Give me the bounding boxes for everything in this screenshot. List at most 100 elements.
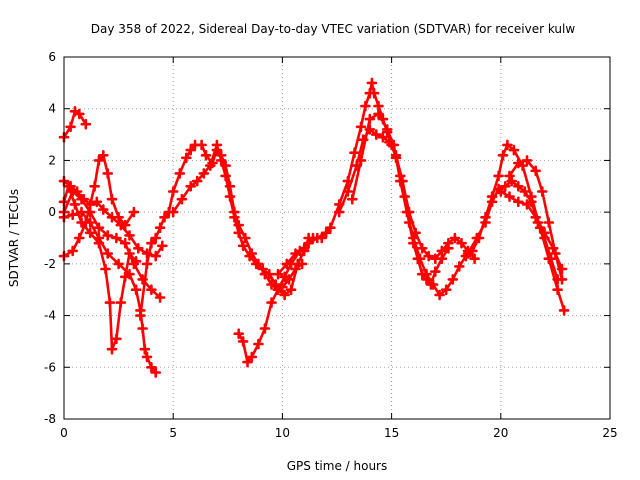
data-point-marker — [259, 323, 271, 334]
data-point-marker — [124, 230, 135, 241]
data-point-marker — [543, 217, 555, 228]
plot-frame — [63, 56, 611, 420]
data-point-marker — [102, 230, 113, 241]
data-point-marker — [401, 206, 413, 218]
data-point-marker — [371, 129, 382, 140]
data-point-marker — [502, 139, 513, 151]
data-point-marker — [113, 212, 124, 223]
data-point-marker — [154, 222, 166, 233]
data-point-marker — [416, 243, 428, 254]
x-tick-label: 0 — [60, 426, 68, 440]
data-point-marker — [67, 209, 78, 220]
data-point-marker — [360, 100, 371, 112]
data-point-marker — [264, 268, 275, 280]
data-point-marker — [98, 204, 109, 215]
data-point-marker — [111, 232, 122, 244]
data-point-marker — [244, 250, 255, 262]
data-point-marker — [499, 181, 511, 192]
data-point-marker — [530, 165, 541, 177]
data-point-marker — [65, 121, 76, 133]
data-point-marker — [167, 186, 179, 197]
data-point-marker — [449, 232, 461, 244]
data-point-marker — [185, 181, 196, 192]
data-point-marker — [539, 227, 550, 239]
data-point-marker — [486, 196, 498, 208]
data-point-marker — [504, 170, 515, 182]
data-point-marker — [84, 217, 96, 228]
data-point-marker — [63, 181, 74, 192]
data-point-marker — [130, 256, 142, 267]
data-point-marker — [146, 284, 157, 295]
data-point-marker — [150, 250, 161, 262]
data-point-marker — [342, 186, 354, 197]
data-point-marker — [106, 343, 118, 355]
data-series-group — [58, 77, 570, 378]
data-point-marker — [355, 155, 367, 166]
data-point-marker — [513, 181, 524, 192]
data-point-marker — [272, 268, 284, 280]
data-point-marker — [150, 232, 161, 244]
data-point-marker — [74, 108, 85, 120]
x-axis-label: GPS time / hours — [287, 459, 388, 473]
data-point-marker — [307, 232, 319, 244]
data-point-marker — [174, 168, 186, 179]
data-point-marker — [556, 274, 568, 285]
data-point-marker — [154, 292, 166, 303]
grid-lines — [64, 57, 610, 419]
data-point-marker — [157, 240, 168, 252]
data-point-marker — [366, 77, 378, 89]
data-point-marker — [456, 237, 467, 249]
data-point-marker — [102, 248, 113, 259]
x-tick-label: 15 — [384, 426, 399, 440]
data-point-marker — [508, 144, 520, 156]
data-point-marker — [333, 206, 345, 218]
data-point-marker — [242, 356, 253, 368]
data-point-marker — [196, 139, 207, 151]
y-tick-label: 4 — [48, 102, 56, 116]
data-point-marker — [381, 124, 393, 135]
data-point-marker — [220, 170, 231, 182]
data-point-marker — [246, 351, 258, 363]
data-point-marker — [237, 240, 249, 252]
data-point-marker — [80, 118, 92, 130]
axis-ticks — [63, 56, 611, 420]
data-point-marker — [285, 284, 297, 295]
data-point-marker — [200, 150, 212, 161]
data-point-marker — [104, 297, 116, 308]
y-tick-label: -6 — [44, 360, 56, 374]
data-point-marker — [250, 258, 262, 270]
data-point-marker — [240, 232, 251, 244]
data-point-marker — [462, 248, 474, 259]
data-point-marker — [325, 222, 336, 233]
data-point-marker — [440, 284, 452, 295]
data-point-marker — [298, 243, 310, 254]
data-point-marker — [281, 258, 293, 270]
data-point-marker — [119, 219, 131, 231]
y-tick-label: 2 — [48, 153, 56, 167]
data-point-marker — [130, 284, 142, 295]
x-tick-label: 20 — [493, 426, 508, 440]
data-point-marker — [504, 191, 515, 202]
data-point-marker — [552, 284, 563, 295]
data-point-marker — [377, 131, 389, 143]
data-point-marker — [93, 222, 105, 233]
data-point-marker — [436, 245, 448, 257]
data-point-marker — [423, 250, 434, 262]
data-point-marker — [266, 297, 277, 308]
data-point-marker — [146, 362, 157, 373]
y-tick-label: 0 — [48, 205, 56, 219]
data-point-marker — [141, 258, 153, 270]
data-point-marker — [176, 193, 188, 205]
data-point-marker — [185, 144, 196, 156]
data-point-marker — [408, 232, 419, 244]
data-point-marker — [215, 155, 227, 166]
data-point-marker — [443, 237, 454, 249]
data-point-marker — [233, 328, 244, 339]
data-point-marker — [150, 367, 161, 378]
data-point-marker — [167, 206, 179, 218]
data-point-marker — [100, 263, 111, 275]
data-point-marker — [427, 279, 439, 290]
data-point-marker — [447, 274, 459, 285]
data-point-marker — [521, 155, 533, 166]
data-point-marker — [113, 258, 124, 270]
